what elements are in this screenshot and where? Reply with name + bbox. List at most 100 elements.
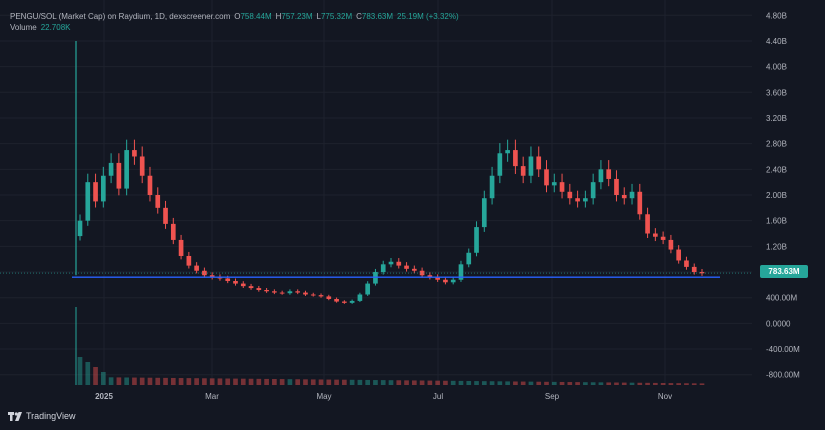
low-label: L bbox=[316, 12, 321, 21]
candle-body bbox=[583, 198, 588, 202]
candle-body bbox=[272, 291, 277, 293]
volume-bar bbox=[520, 381, 526, 385]
current-price-tag: 783.63M bbox=[760, 265, 808, 278]
candle-body bbox=[443, 279, 448, 283]
candle-body bbox=[419, 270, 425, 276]
volume-bar bbox=[326, 379, 332, 385]
x-tick-label: Jul bbox=[433, 392, 443, 401]
x-tick-label: 2025 bbox=[95, 392, 113, 401]
candle-body bbox=[147, 175, 153, 195]
candle-body bbox=[225, 278, 231, 282]
volume-bar bbox=[637, 382, 643, 385]
candle-body bbox=[295, 291, 301, 293]
candle-body bbox=[520, 166, 526, 176]
volume-bar bbox=[272, 379, 277, 385]
candle-body bbox=[668, 239, 674, 250]
candle-body bbox=[435, 277, 440, 280]
volume-bar bbox=[295, 379, 301, 385]
candle-body bbox=[653, 233, 658, 237]
candle-body bbox=[606, 169, 612, 179]
volume-bar bbox=[660, 383, 666, 385]
candle-body bbox=[691, 266, 697, 273]
candle-body bbox=[334, 298, 339, 302]
volume-bar bbox=[365, 379, 371, 385]
volume-bar bbox=[450, 380, 456, 385]
candle-body bbox=[342, 301, 347, 303]
candle-body bbox=[279, 292, 285, 294]
candle-body bbox=[264, 290, 269, 292]
volume-bar bbox=[225, 378, 231, 385]
candle-body bbox=[93, 182, 98, 202]
y-axis: 4.80B 4.40B 4.00B 3.60B 3.20B 2.80B 2.40B 2.00B… bbox=[766, 11, 800, 379]
candle-body bbox=[497, 153, 503, 176]
y-tick-label: -400.00M bbox=[766, 345, 800, 354]
candle-body bbox=[614, 178, 619, 195]
volume-bar bbox=[497, 381, 503, 385]
candle-body bbox=[108, 162, 114, 176]
volume-bar bbox=[629, 382, 635, 385]
volume-bar bbox=[194, 378, 199, 385]
volume-bar bbox=[684, 383, 689, 385]
candle-body bbox=[132, 150, 137, 157]
volume-bar bbox=[147, 377, 153, 385]
x-tick-label: Nov bbox=[658, 392, 672, 401]
volume-bar bbox=[349, 379, 355, 385]
candle-body bbox=[466, 252, 472, 265]
high-value: 757.23M bbox=[281, 12, 313, 21]
candle-body bbox=[629, 191, 635, 199]
volume-bar bbox=[411, 380, 417, 385]
candle-body bbox=[474, 227, 479, 253]
candle-body bbox=[77, 220, 83, 237]
volume-bar bbox=[357, 379, 363, 385]
x-tick-label: Mar bbox=[205, 392, 219, 401]
candle-body bbox=[481, 198, 487, 228]
candle-body bbox=[396, 261, 402, 266]
volume-bar bbox=[481, 381, 487, 385]
volume-bar bbox=[248, 378, 254, 385]
candle-body bbox=[505, 150, 510, 154]
volume-bar bbox=[279, 379, 285, 385]
candle-body bbox=[621, 195, 627, 199]
volume-bar bbox=[590, 382, 596, 385]
candle-body bbox=[163, 207, 168, 224]
candle-body bbox=[357, 294, 363, 301]
volume-bar bbox=[217, 378, 223, 385]
candle-body bbox=[404, 265, 409, 269]
candle-body bbox=[684, 260, 689, 267]
volume-bar bbox=[85, 362, 91, 385]
candle-body bbox=[365, 283, 371, 295]
candle-body bbox=[287, 291, 293, 294]
candle-body bbox=[349, 300, 355, 303]
volume-bar bbox=[699, 383, 705, 385]
tradingview-icon bbox=[8, 411, 22, 421]
candle-body bbox=[380, 264, 386, 273]
candle-body bbox=[139, 156, 145, 176]
volume-bar bbox=[178, 378, 184, 385]
candle-body bbox=[699, 272, 705, 274]
volume-bar bbox=[202, 378, 207, 385]
volume-bar bbox=[505, 381, 510, 385]
volume-bar bbox=[396, 380, 402, 385]
tradingview-logo[interactable]: TradingView bbox=[8, 411, 76, 421]
volume-bar bbox=[310, 379, 316, 385]
volume-bar bbox=[513, 381, 518, 385]
volume-bar bbox=[606, 382, 612, 385]
candle-body bbox=[450, 279, 456, 283]
candle-body bbox=[660, 236, 666, 240]
candle-body bbox=[240, 283, 246, 287]
candle-body bbox=[194, 265, 199, 271]
volume-bar bbox=[653, 382, 658, 385]
candle-body bbox=[233, 281, 238, 284]
chart-legend: PENGU/SOL (Market Cap) on Raydium, 1D, d… bbox=[10, 11, 459, 33]
volume-bar bbox=[458, 380, 464, 385]
candle-body bbox=[528, 156, 534, 176]
candle-body bbox=[590, 182, 596, 199]
volume-bar bbox=[474, 381, 479, 385]
y-tick-label: 1.20B bbox=[766, 242, 787, 251]
volume-bar bbox=[240, 378, 246, 385]
volume-bar bbox=[583, 382, 588, 385]
volume-bar bbox=[124, 377, 129, 385]
volume-bar bbox=[155, 377, 161, 385]
